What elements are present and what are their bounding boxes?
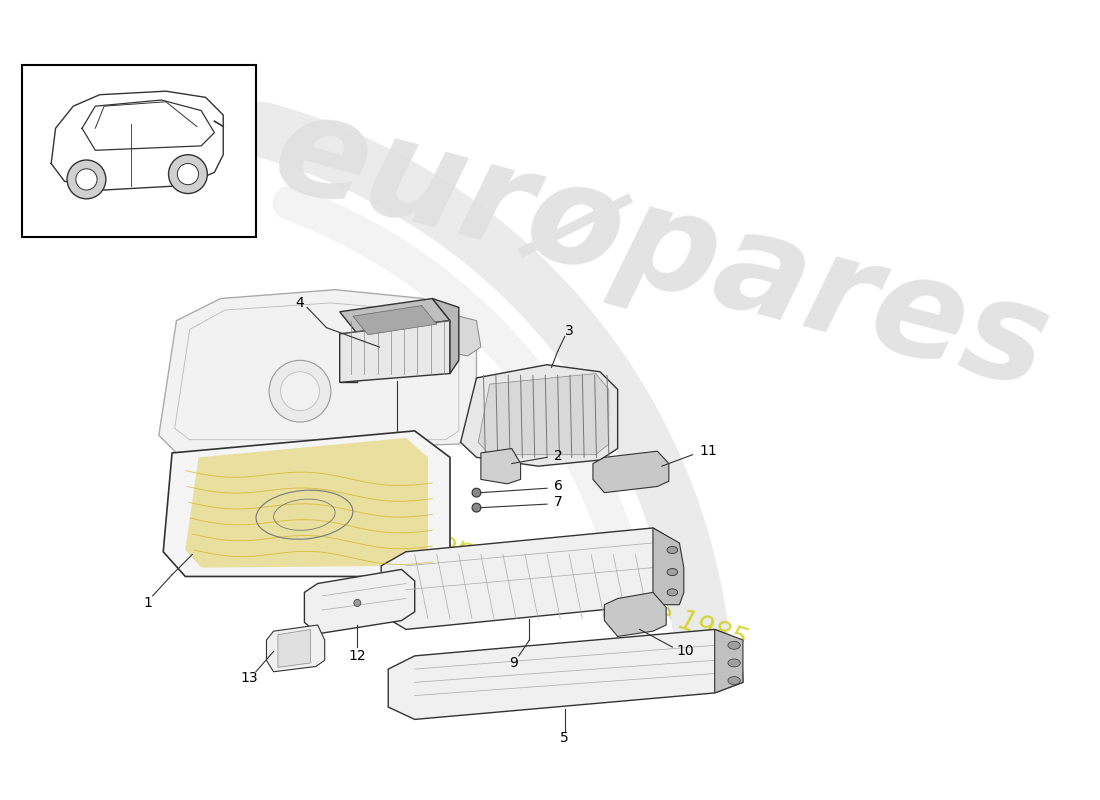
Circle shape xyxy=(472,488,481,497)
Circle shape xyxy=(76,169,97,190)
Text: eurøpares: eurøpares xyxy=(260,82,1064,418)
Polygon shape xyxy=(353,306,437,334)
Circle shape xyxy=(280,372,319,410)
Text: 1: 1 xyxy=(144,596,153,610)
Text: 13: 13 xyxy=(241,671,258,685)
Circle shape xyxy=(354,599,361,606)
Text: 7: 7 xyxy=(554,495,563,510)
Polygon shape xyxy=(340,321,450,382)
Polygon shape xyxy=(461,365,617,466)
Circle shape xyxy=(472,503,481,512)
Text: 5: 5 xyxy=(560,731,569,745)
Ellipse shape xyxy=(667,589,678,596)
Polygon shape xyxy=(185,438,428,568)
Text: a passion for parts since 1985: a passion for parts since 1985 xyxy=(343,498,751,654)
Text: 4: 4 xyxy=(296,296,305,310)
Polygon shape xyxy=(382,528,678,630)
Polygon shape xyxy=(340,298,450,334)
Text: 11: 11 xyxy=(700,444,717,458)
Ellipse shape xyxy=(728,677,740,685)
Polygon shape xyxy=(340,334,358,382)
Circle shape xyxy=(177,163,198,185)
Polygon shape xyxy=(432,298,459,374)
Polygon shape xyxy=(415,307,481,356)
Ellipse shape xyxy=(728,642,740,650)
Polygon shape xyxy=(478,374,608,454)
Text: 10: 10 xyxy=(676,645,694,658)
Circle shape xyxy=(270,360,331,422)
Circle shape xyxy=(168,154,208,194)
Ellipse shape xyxy=(728,659,740,667)
Polygon shape xyxy=(715,630,742,693)
Text: 6: 6 xyxy=(554,479,563,494)
Polygon shape xyxy=(593,451,669,493)
Polygon shape xyxy=(653,528,684,605)
Ellipse shape xyxy=(667,546,678,554)
Polygon shape xyxy=(604,592,667,637)
Text: 2: 2 xyxy=(554,449,563,462)
Text: 9: 9 xyxy=(509,656,518,670)
Circle shape xyxy=(67,160,106,199)
Polygon shape xyxy=(305,570,415,634)
Polygon shape xyxy=(266,625,324,672)
Polygon shape xyxy=(158,290,476,453)
Ellipse shape xyxy=(667,569,678,575)
Polygon shape xyxy=(388,630,742,719)
Text: 12: 12 xyxy=(349,649,366,663)
Polygon shape xyxy=(278,630,310,667)
Polygon shape xyxy=(163,431,450,577)
Text: 3: 3 xyxy=(564,324,573,338)
Polygon shape xyxy=(481,449,520,484)
Bar xyxy=(22,65,256,237)
